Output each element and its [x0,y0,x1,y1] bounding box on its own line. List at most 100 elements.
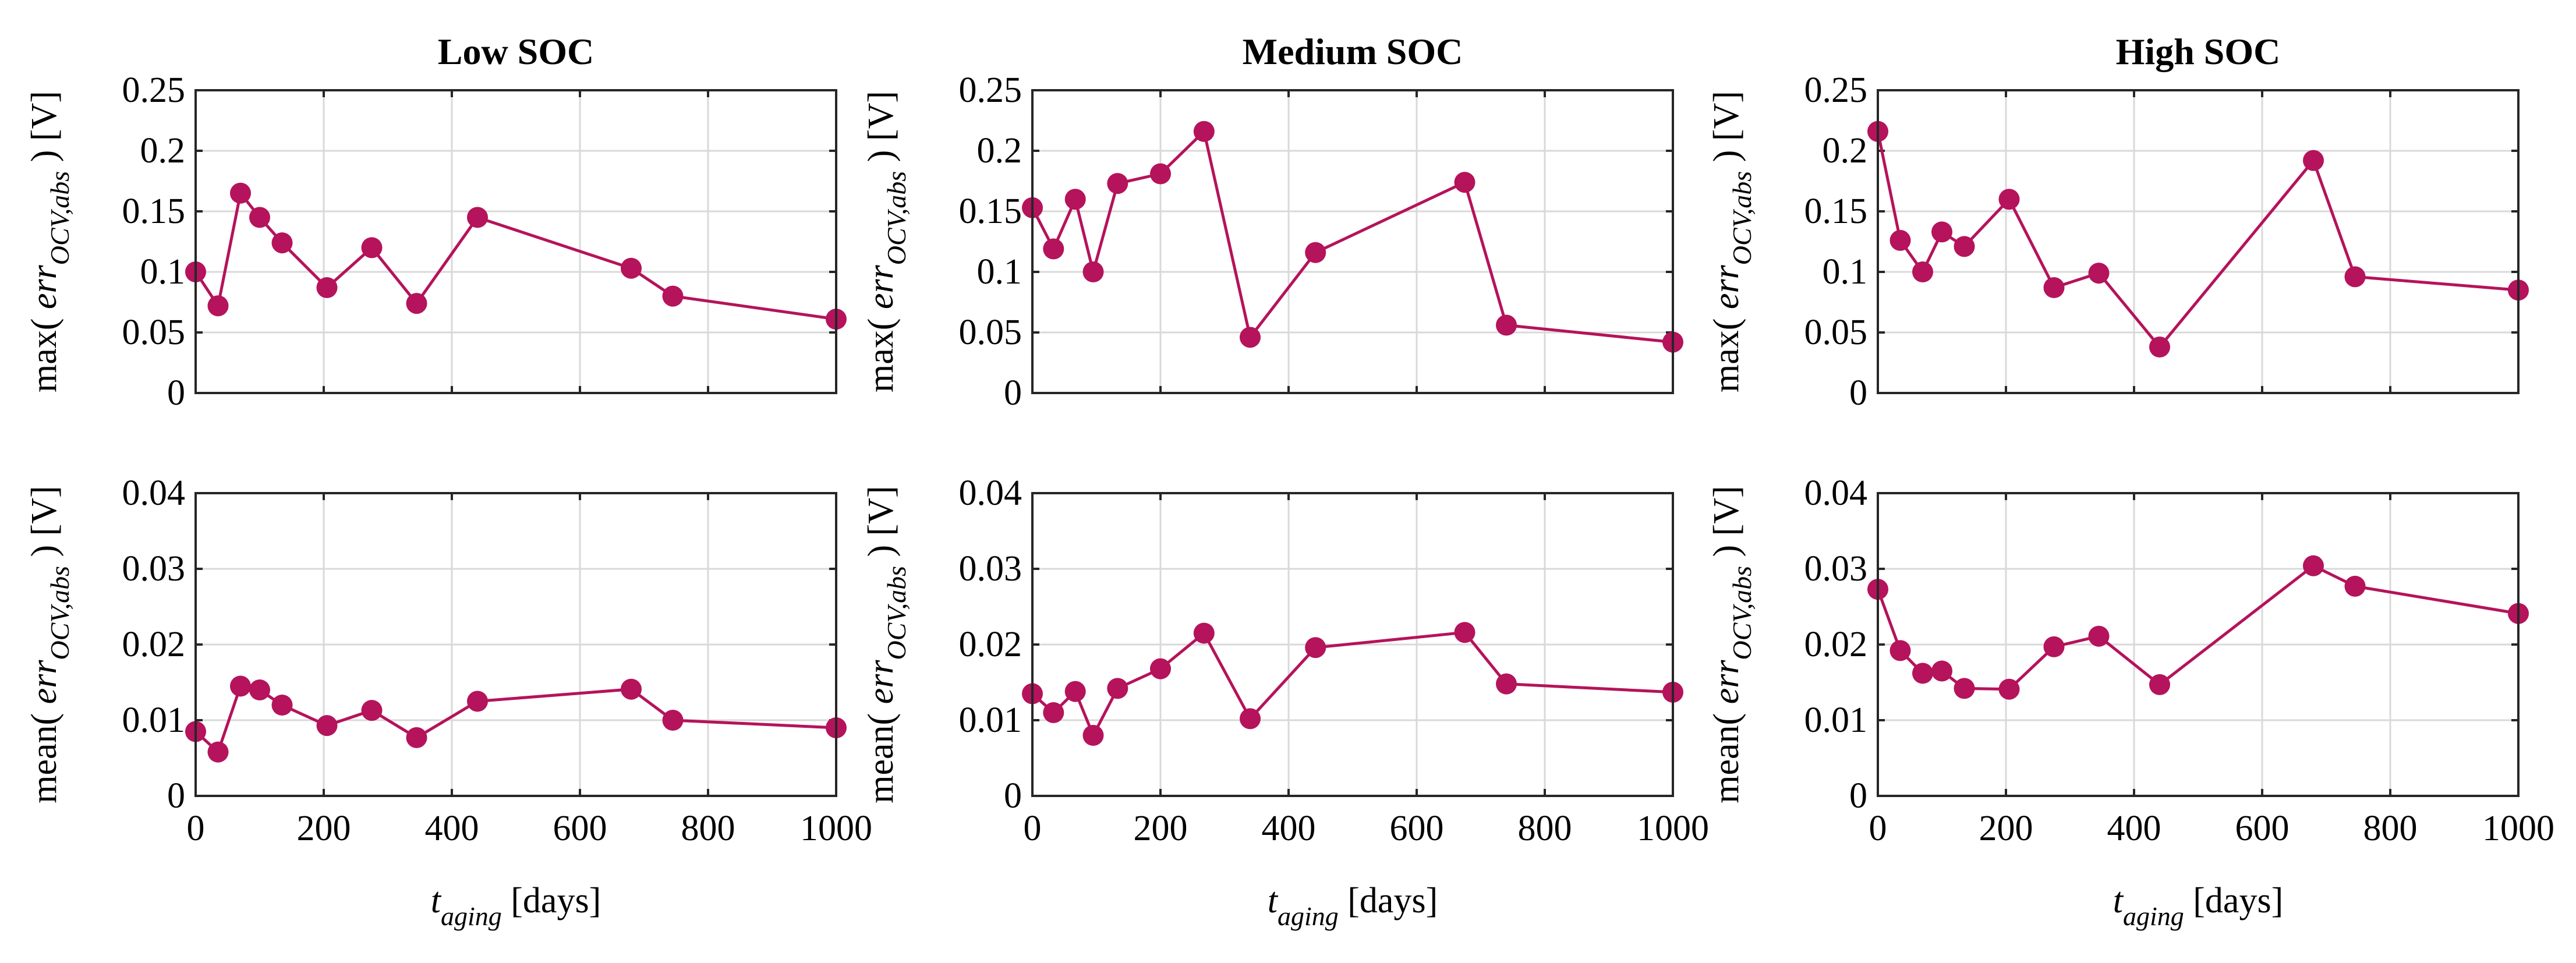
y-tick-label: 0.01 [122,700,186,740]
series-line [1876,131,2519,349]
y-tick-label: 0.04 [122,473,186,513]
x-axis-label: taging [days] [431,881,601,931]
data-point [2149,674,2170,695]
plot-frame [1877,492,2520,797]
y-tick-label: 0 [167,373,185,413]
y-axis-label: max( errOCV,abs ) [V] [1707,91,1757,392]
data-point [1496,673,1517,695]
y-tick-label: 0.15 [1804,192,1868,231]
x-tick-label: 200 [1134,809,1188,848]
data-point [1150,658,1171,679]
y-axis-label: mean( errOCV,abs ) [V] [861,486,911,803]
data-point [1240,708,1261,730]
data-point [467,691,488,712]
y-axis-label: mean( errOCV,abs ) [V] [1707,486,1757,803]
data-point [1998,678,2020,700]
data-point [1064,189,1086,210]
data-point [1193,121,1215,142]
data-point [271,232,293,254]
data-point [1954,236,1975,257]
x-tick-label: 800 [1518,809,1572,848]
data-point [249,679,270,700]
data-point [2043,636,2065,657]
chart-high-mean: 0 0.01 0.02 0.03 0.04 0 200 400 600 800 1000 taging… [1707,473,2554,931]
y-tick-label: 0 [1849,373,1867,413]
x-axis-label: taging [days] [1268,881,1438,931]
x-tick-label: 1000 [2482,809,2554,848]
y-tick-label: 0 [1004,776,1022,816]
data-point [361,700,383,721]
data-point [1912,261,1933,282]
y-tick-label: 0.02 [959,625,1022,664]
y-tick-label: 0.03 [1804,549,1868,589]
x-tick-label: 800 [681,809,735,848]
y-tick-label: 0.25 [959,70,1022,110]
y-tick-label: 0.03 [959,549,1022,589]
y-axis-label: mean( errOCV,abs ) [V] [24,486,75,803]
x-tick-label: 400 [425,809,479,848]
y-tick-label: 0.01 [959,700,1022,740]
x-tick-label: 800 [2363,809,2418,848]
y-tick-label: 0.04 [959,473,1022,513]
data-point [1305,637,1326,658]
y-tick-label: 0.1 [977,252,1022,292]
x-tick-label: 200 [297,809,351,848]
y-tick-label: 0 [1849,776,1867,816]
data-point [1082,261,1104,282]
data-point [361,237,383,259]
data-point [1931,221,1952,243]
data-point [2303,150,2324,171]
data-point [621,257,642,279]
data-point [316,715,338,737]
y-tick-label: 0.05 [959,313,1022,352]
x-tick-label: 600 [553,809,607,848]
plot-frame [1031,89,1674,394]
chart-title: Medium SOC [1243,31,1463,72]
plot-frame [194,492,837,797]
data-point [1064,681,1086,702]
data-point [271,695,293,716]
y-tick-label: 0.15 [122,192,186,231]
chart-low-mean: 0 0.01 0.02 0.03 0.04 0 200 400 600 800 1000 taging… [24,473,872,931]
x-axis-label: taging [days] [2113,881,2283,931]
y-tick-label: 0.05 [1804,313,1868,352]
x-tick-label: 600 [1390,809,1444,848]
data-point [1889,229,1911,251]
y-tick-label: 0.2 [140,131,186,171]
y-tick-label: 0.15 [959,192,1022,231]
plot-frame [1031,492,1674,797]
x-tick-label: 0 [1024,809,1042,848]
data-point [1150,163,1171,185]
x-tick-label: 400 [1262,809,1316,848]
y-tick-label: 0.2 [1823,131,1868,171]
data-point [207,295,229,317]
x-tick-label: 600 [2235,809,2290,848]
data-point [1107,678,1128,699]
data-point [1043,702,1064,723]
data-point [2344,266,2366,288]
data-point [1454,172,1475,193]
data-point [249,207,270,228]
x-tick-label: 1000 [1637,809,1709,848]
y-axis-label: max( errOCV,abs ) [V] [24,91,75,392]
y-tick-label: 0.2 [977,131,1022,171]
data-point [1193,622,1215,644]
y-tick-label: 0.02 [122,625,186,664]
data-point [316,277,338,299]
data-point [1912,663,1933,684]
chart-low-max: 0 0.05 0.1 0.15 0.2 0.25 Low SOC max( errOCV,ab… [24,31,847,413]
x-tick-label: 200 [1979,809,2033,848]
data-point [467,207,488,228]
y-tick-label: 0.03 [122,549,186,589]
x-tick-label: 0 [187,809,205,848]
data-point [406,727,427,748]
data-point [1305,242,1326,263]
x-tick-label: 400 [2107,809,2161,848]
data-point [1043,238,1064,260]
y-tick-label: 0.25 [122,70,186,110]
y-tick-label: 0.01 [1804,700,1868,740]
series-line [1031,128,1673,344]
data-point [2303,555,2324,576]
data-point [2344,575,2366,597]
data-point [1454,622,1475,643]
